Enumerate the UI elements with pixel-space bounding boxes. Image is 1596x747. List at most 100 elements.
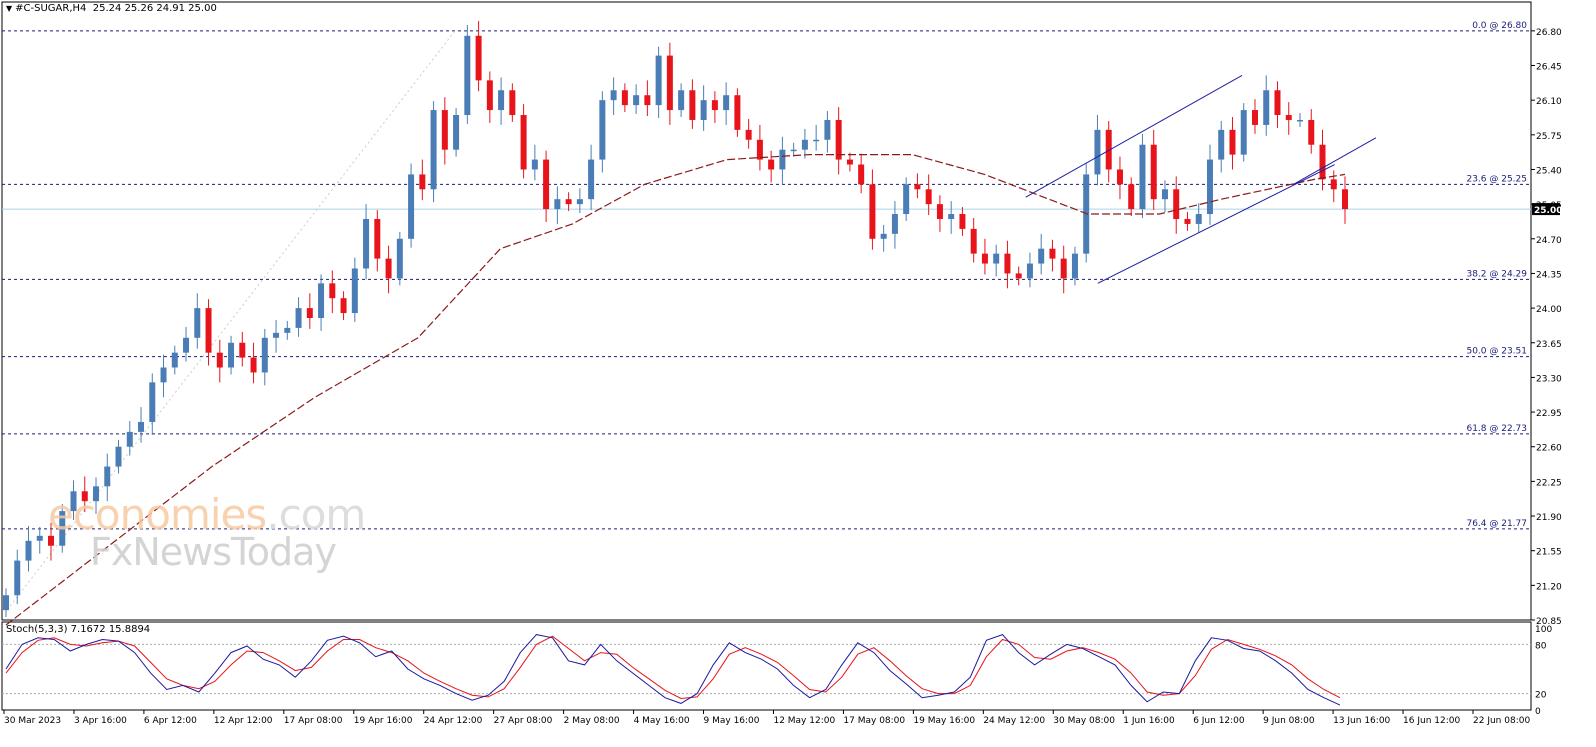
candle-body bbox=[486, 80, 493, 111]
candle-body bbox=[318, 283, 325, 318]
time-tick-label: 12 May 12:00 bbox=[773, 716, 835, 726]
time-tick-label: 17 May 08:00 bbox=[843, 716, 905, 726]
price-tick-label: 22.25 bbox=[1536, 478, 1562, 488]
stochastic-header: Stoch(5,3,3) 7.1672 15.8894 bbox=[6, 624, 151, 635]
watermark-economies: economies.com bbox=[48, 490, 366, 539]
candle-body bbox=[1094, 129, 1101, 175]
candle-body bbox=[1004, 253, 1011, 274]
candle-body bbox=[1206, 159, 1213, 215]
channel-lower-line bbox=[1097, 164, 1335, 284]
candle-body bbox=[363, 218, 370, 269]
candle-body bbox=[745, 129, 752, 140]
candle-body bbox=[633, 95, 640, 106]
candle-body bbox=[621, 90, 628, 106]
candle-body bbox=[250, 357, 257, 373]
candle-body bbox=[81, 491, 88, 502]
symbol-label: #C-SUGAR,H4 bbox=[15, 3, 87, 14]
main-panel-frame bbox=[1, 1, 1532, 621]
time-tick-label: 22 Jun 08:00 bbox=[1473, 716, 1530, 726]
candle-body bbox=[498, 90, 505, 111]
time-tick-label: 16 Jun 12:00 bbox=[1403, 716, 1460, 726]
candle-body bbox=[689, 90, 696, 120]
fib-trend-line bbox=[6, 30, 456, 611]
candle-body bbox=[48, 535, 55, 546]
candle-body bbox=[160, 367, 167, 383]
candle-body bbox=[430, 110, 437, 190]
candle-body bbox=[273, 332, 280, 338]
channel-upper-line bbox=[1025, 74, 1243, 198]
candle-body bbox=[543, 159, 550, 210]
candle-body bbox=[385, 258, 392, 279]
time-tick-label: 19 May 16:00 bbox=[913, 716, 975, 726]
candle-body bbox=[981, 253, 988, 264]
candle-body bbox=[880, 233, 887, 239]
candle-body bbox=[644, 95, 651, 106]
candle-body bbox=[441, 110, 448, 150]
price-tick-label: 23.30 bbox=[1536, 374, 1562, 384]
time-tick-label: 6 Jun 12:00 bbox=[1193, 716, 1245, 726]
stochastic-tick-label: 80 bbox=[1535, 641, 1547, 651]
candle-body bbox=[1274, 90, 1281, 116]
candle-body bbox=[711, 100, 718, 111]
candle-body bbox=[419, 174, 426, 190]
candle-body bbox=[408, 174, 415, 239]
candle-body bbox=[554, 199, 561, 210]
candle-body bbox=[59, 511, 66, 546]
candle-body bbox=[295, 308, 302, 328]
candle-body bbox=[813, 139, 820, 142]
candle-body bbox=[520, 115, 527, 170]
candle-body bbox=[1161, 189, 1168, 200]
candle-body bbox=[1049, 248, 1056, 259]
candle-body bbox=[1128, 184, 1135, 210]
candle-body bbox=[993, 253, 1000, 264]
price-tick-label: 25.40 bbox=[1536, 166, 1562, 176]
candle-body bbox=[610, 90, 617, 101]
candle-body bbox=[205, 308, 212, 353]
watermark-line1-a: economies bbox=[48, 490, 267, 539]
watermark-fxnewstoday: FxNewsToday bbox=[90, 530, 337, 574]
candle-body bbox=[1251, 110, 1258, 125]
candle-body bbox=[464, 35, 471, 116]
candle-body bbox=[284, 327, 291, 333]
candle-body bbox=[351, 268, 358, 314]
candle-body bbox=[903, 184, 910, 215]
channel-extension-line bbox=[1293, 137, 1377, 185]
fib-level-label: 76.4 @ 21.77 bbox=[1466, 519, 1527, 529]
candle-body bbox=[1116, 169, 1123, 185]
collapse-triangle-icon[interactable]: ▼ bbox=[6, 4, 13, 13]
candle-body bbox=[925, 189, 932, 205]
stochastic-panel-frame bbox=[1, 621, 1532, 711]
time-tick-label: 4 May 16:00 bbox=[634, 716, 690, 726]
price-tick-label: 21.55 bbox=[1536, 548, 1562, 558]
candle-body bbox=[306, 308, 313, 318]
candle-body bbox=[25, 540, 32, 561]
price-tick-label: 23.65 bbox=[1536, 340, 1562, 350]
chart-header: ▼ #C-SUGAR,H4 25.24 25.26 24.91 25.00 bbox=[6, 3, 217, 14]
candle-body bbox=[1308, 119, 1315, 145]
candle-body bbox=[1285, 115, 1292, 120]
candle-body bbox=[1015, 273, 1022, 279]
candle-body bbox=[1240, 110, 1247, 155]
candle-body bbox=[1184, 218, 1191, 224]
fib-level-label: 23.6 @ 25.25 bbox=[1466, 174, 1527, 184]
candle-body bbox=[138, 421, 145, 432]
time-tick-label: 9 May 16:00 bbox=[704, 716, 760, 726]
candle-body bbox=[970, 228, 977, 254]
candle-body bbox=[93, 486, 100, 502]
candle-body bbox=[576, 199, 583, 205]
time-tick-label: 12 Apr 12:00 bbox=[214, 716, 273, 726]
price-tick-label: 21.90 bbox=[1536, 513, 1562, 523]
candle-body bbox=[1296, 119, 1303, 122]
candle-body bbox=[1173, 189, 1180, 219]
candle-body bbox=[1139, 144, 1146, 210]
candle-body bbox=[1229, 129, 1236, 155]
candle-body bbox=[588, 159, 595, 200]
candle-body bbox=[858, 164, 865, 185]
candle-body bbox=[678, 90, 685, 111]
time-tick-label: 30 Mar 2023 bbox=[4, 716, 61, 726]
price-tick-label: 21.20 bbox=[1536, 582, 1562, 592]
price-tick-label: 25.75 bbox=[1536, 132, 1562, 142]
candle-body bbox=[835, 119, 842, 160]
